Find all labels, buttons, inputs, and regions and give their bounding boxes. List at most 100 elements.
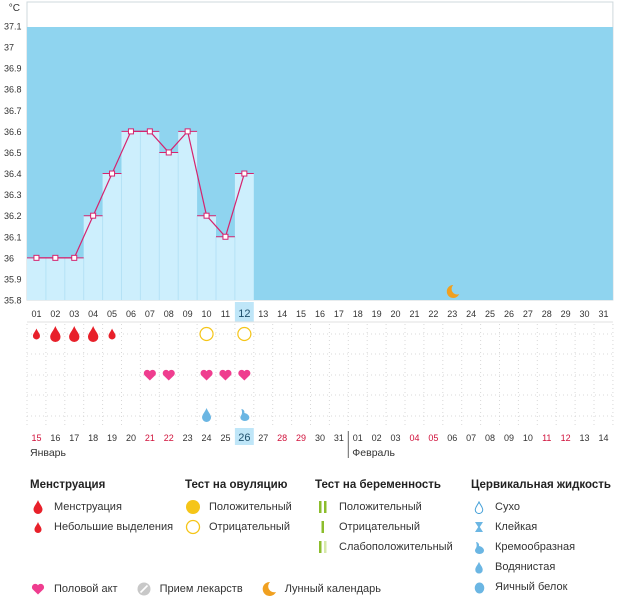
- legend-item-ovulation-positive: Положительный: [185, 497, 292, 517]
- cycle-day-label: 27: [523, 309, 533, 319]
- temp-point: [165, 149, 172, 156]
- cycle-day-label: 05: [107, 309, 117, 319]
- current-day-highlight: [234, 302, 254, 322]
- legend-other: Половой акт Прием лекарств Лунный календ…: [30, 579, 399, 599]
- date-label: 27: [258, 433, 268, 443]
- date-label: 07: [466, 433, 476, 443]
- ovulation-negative-icon: [185, 519, 201, 535]
- temp-bar: [27, 257, 46, 300]
- heart-icon: [143, 369, 156, 381]
- date-label: 15: [31, 433, 41, 443]
- cycle-day-label: 08: [164, 309, 174, 319]
- date-label: 18: [88, 433, 98, 443]
- date-label: 14: [598, 433, 608, 443]
- legend-item-pregnancy-negative: Отрицательный: [315, 517, 453, 537]
- cycle-day-label: 16: [315, 309, 325, 319]
- legend-pregnancy: Тест на беременность Положительный Отриц…: [315, 479, 453, 557]
- fluid-creamy-icon: [240, 409, 250, 421]
- date-label: 17: [69, 433, 79, 443]
- legend-item-fluid-eggwhite: Яичный белок: [471, 577, 611, 597]
- cycle-day-label: 03: [69, 309, 79, 319]
- fluid-eggwhite-icon: [471, 579, 487, 595]
- temp-point: [71, 254, 78, 261]
- intercourse-marker: [200, 369, 213, 381]
- cycle-day-label: 09: [183, 309, 193, 319]
- cycle-day-label: 01: [31, 309, 41, 319]
- y-tick-label: 36.4: [4, 169, 22, 179]
- y-tick-label: 36.9: [4, 64, 22, 74]
- ovulation-test-marker: [237, 326, 252, 342]
- temp-point: [127, 128, 134, 135]
- heart-icon: [162, 369, 175, 381]
- temp-point: [222, 233, 229, 240]
- legend-menstruation-title: Менструация: [30, 479, 106, 491]
- date-label: 02: [372, 433, 382, 443]
- menstruation-drop-marker: [87, 325, 99, 343]
- cycle-day-label: 14: [277, 309, 287, 319]
- date-label: 09: [504, 433, 514, 443]
- blood-drop-icon: [69, 325, 80, 343]
- date-label: 10: [523, 433, 533, 443]
- temp-point: [241, 170, 248, 177]
- date-label: 20: [126, 433, 136, 443]
- temp-point: [203, 212, 210, 219]
- fluid-sticky-icon: [471, 519, 487, 535]
- pregnancy-positive-icon: [315, 499, 331, 515]
- date-label: 22: [164, 433, 174, 443]
- legend-item-label: Половой акт: [54, 583, 118, 595]
- legend-item-menstruation: Менструация: [30, 497, 173, 517]
- date-label: 03: [391, 433, 401, 443]
- legend-item-label: Отрицательный: [339, 521, 420, 533]
- legend-fluid: Цервикальная жидкость Сухо Клейкая Кремо…: [471, 479, 611, 597]
- pregnancy-negative-icon: [315, 519, 331, 535]
- temp-point: [109, 170, 116, 177]
- y-tick-label: 36.8: [4, 85, 22, 95]
- current-date-highlight: [234, 428, 254, 445]
- date-label: 16: [50, 433, 60, 443]
- date-label: 04: [409, 433, 419, 443]
- legend-item-intercourse: Половой акт: [30, 579, 118, 599]
- temp-bar: [121, 131, 141, 300]
- legend-item-pregnancy-weak: Слабоположительный: [315, 537, 453, 557]
- temp-bar: [45, 257, 65, 300]
- cycle-day-label: 04: [88, 309, 98, 319]
- date-label: 29: [296, 433, 306, 443]
- pill-icon: [136, 581, 152, 597]
- legend-pregnancy-title: Тест на беременность: [315, 479, 441, 491]
- temp-bar: [64, 257, 84, 300]
- temp-bar: [234, 173, 254, 300]
- cycle-day-label: 17: [334, 309, 344, 319]
- heart-icon: [238, 369, 251, 381]
- date-label: 26: [238, 432, 250, 444]
- date-label: 11: [542, 433, 551, 443]
- legend-item-ovulation-negative: Отрицательный: [185, 517, 292, 537]
- legend-item-fluid-dry: Сухо: [471, 497, 611, 517]
- menstruation-drop-marker: [69, 325, 80, 343]
- menstruation-drop-marker: [108, 328, 116, 340]
- legend-item-label: Отрицательный: [209, 521, 290, 533]
- cycle-day-label: 22: [428, 309, 438, 319]
- cycle-day-label: 19: [372, 309, 382, 319]
- date-label: 30: [315, 433, 325, 443]
- legend-item-label: Положительный: [209, 501, 292, 513]
- legend-item-fluid-sticky: Клейкая: [471, 517, 611, 537]
- date-label: 06: [447, 433, 457, 443]
- temp-point: [52, 254, 59, 261]
- legend-item-label: Менструация: [54, 501, 122, 513]
- y-tick-label: 36.5: [4, 148, 22, 158]
- temp-bar: [159, 152, 179, 300]
- y-tick-label: 36.7: [4, 106, 22, 116]
- cycle-day-label: 20: [391, 309, 401, 319]
- legend-item-label: Водянистая: [495, 561, 556, 573]
- legend-item-fluid-watery: Водянистая: [471, 557, 611, 577]
- y-tick-label: 36.3: [4, 190, 22, 200]
- date-label: 21: [145, 433, 155, 443]
- y-tick-label: 35.9: [4, 274, 22, 284]
- fluid-watery-icon: [471, 559, 487, 575]
- ovulation-positive-icon: [185, 499, 201, 515]
- y-unit-label: °C: [9, 3, 20, 14]
- intercourse-marker: [219, 369, 232, 381]
- fluid-dry-icon: [471, 499, 487, 515]
- moon-marker: [446, 285, 460, 298]
